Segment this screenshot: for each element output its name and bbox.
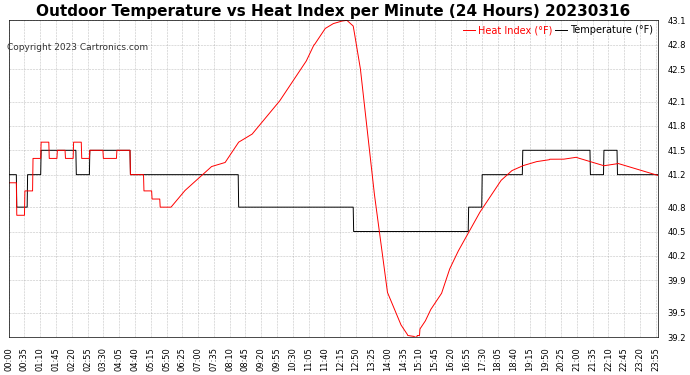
Heat Index (°F) (578, 157, 586, 161)
Temperature (°F) (653, 172, 662, 177)
Line: Temperature (°F): Temperature (°F) (9, 150, 658, 231)
Heat Index (°F) (520, 163, 529, 168)
Heat Index (°F) (411, 335, 419, 339)
Heat Index (°F) (5, 180, 13, 185)
Heat Index (°F) (343, 18, 351, 22)
Heat Index (°F) (435, 294, 444, 299)
Line: Heat Index (°F): Heat Index (°F) (9, 20, 658, 337)
Heat Index (°F) (653, 173, 662, 178)
Temperature (°F) (222, 172, 230, 177)
Temperature (°F) (578, 148, 586, 153)
Text: Copyright 2023 Cartronics.com: Copyright 2023 Cartronics.com (7, 43, 148, 52)
Temperature (°F) (37, 148, 46, 153)
Temperature (°F) (435, 229, 444, 234)
Title: Outdoor Temperature vs Heat Index per Minute (24 Hours) 20230316: Outdoor Temperature vs Heat Index per Mi… (36, 4, 630, 19)
Heat Index (°F) (221, 159, 230, 164)
Temperature (°F) (149, 172, 157, 177)
Temperature (°F) (133, 172, 141, 177)
Heat Index (°F) (149, 197, 157, 201)
Temperature (°F) (5, 172, 13, 177)
Legend: Heat Index (°F), Temperature (°F): Heat Index (°F), Temperature (°F) (463, 25, 653, 35)
Temperature (°F) (350, 229, 358, 234)
Temperature (°F) (520, 148, 529, 153)
Heat Index (°F) (133, 172, 141, 177)
